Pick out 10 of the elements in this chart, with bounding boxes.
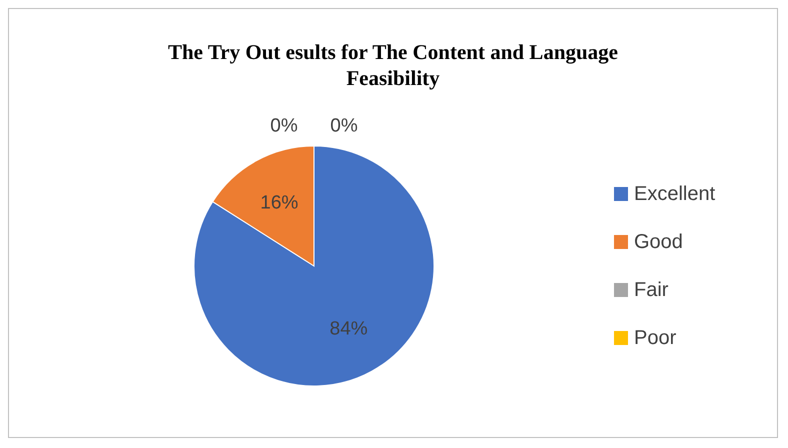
text: 0%: [270, 116, 298, 136]
legend-label: Excellent: [634, 182, 716, 206]
pie-slice: [194, 146, 434, 386]
data-label: 84%: [330, 318, 368, 340]
text: 0%: [330, 116, 358, 136]
legend-label: Poor: [634, 326, 676, 350]
data-label: 16%: [260, 192, 298, 214]
chart-title: The Try Out esults for The Content and Language Feasibility: [166, 39, 619, 91]
legend-label: Fair: [634, 278, 668, 302]
legend-label: Good: [634, 230, 683, 254]
